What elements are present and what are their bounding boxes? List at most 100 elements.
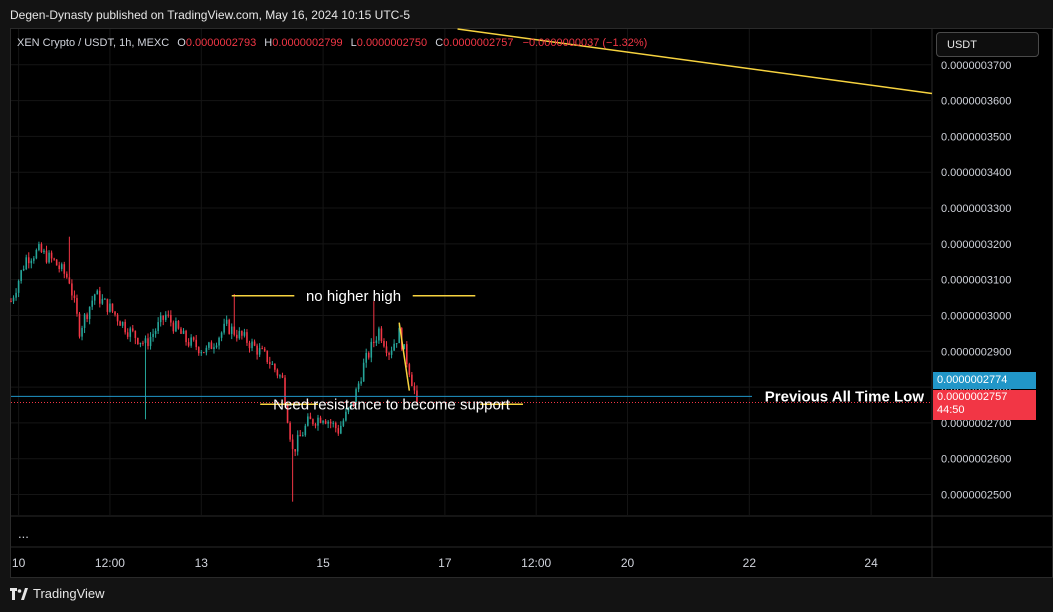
candle-body xyxy=(157,322,159,332)
open-value: 0.0000002793 xyxy=(185,37,257,49)
candle-body xyxy=(38,244,40,250)
candle-body xyxy=(304,425,307,436)
candle-body xyxy=(367,352,370,358)
candle-body xyxy=(324,420,327,424)
candle-body xyxy=(274,363,276,370)
candle-body xyxy=(154,331,157,334)
candle-body xyxy=(340,425,342,434)
candle-body xyxy=(319,417,322,423)
y-tick-label: 0.0000003500 xyxy=(941,131,1011,143)
candle-body xyxy=(223,323,225,333)
candle-body xyxy=(230,326,233,334)
candle-body xyxy=(131,328,134,331)
y-tick-label: 0.0000003400 xyxy=(941,167,1011,179)
x-tick-label: 24 xyxy=(864,556,878,570)
candle-body xyxy=(334,422,337,429)
x-tick-label: 17 xyxy=(438,556,452,570)
candle-body xyxy=(228,319,230,334)
y-tick-label: 0.0000002600 xyxy=(941,454,1011,466)
close-value: 0.0000002757 xyxy=(443,37,514,49)
y-tick-label: 0.0000003000 xyxy=(941,310,1011,322)
candle-body xyxy=(307,416,309,426)
candle-body xyxy=(258,348,261,355)
last-price-value: 0.0000002757 xyxy=(937,391,1008,403)
candle-body xyxy=(35,249,38,259)
x-tick-label: 12:00 xyxy=(95,556,125,570)
candle-body xyxy=(225,319,228,324)
candle-body xyxy=(76,298,78,314)
candle-body xyxy=(266,350,269,363)
y-tick-label: 0.0000003200 xyxy=(941,239,1011,251)
candle-body xyxy=(109,303,111,312)
candle-body xyxy=(91,300,93,307)
candle-body xyxy=(83,314,86,328)
candle-body xyxy=(385,346,388,354)
candle-body xyxy=(243,332,246,336)
candle-body xyxy=(106,298,109,312)
more-options-button[interactable]: ... xyxy=(18,526,29,541)
candle-body xyxy=(337,428,340,434)
candle-body xyxy=(261,348,263,350)
candle-body xyxy=(299,434,302,437)
candle-body xyxy=(276,369,279,376)
x-tick-label: 10 xyxy=(12,556,26,570)
candle-body xyxy=(383,341,385,347)
currency-button[interactable]: USDT xyxy=(936,32,1039,57)
candle-body xyxy=(271,363,274,365)
high-label: H xyxy=(264,37,273,49)
candle-body xyxy=(357,383,360,390)
candle-body xyxy=(370,341,373,358)
candle-body xyxy=(195,339,198,348)
candle-body xyxy=(180,328,182,334)
candle-body xyxy=(233,326,236,335)
candle-body xyxy=(20,270,22,281)
candle-body xyxy=(190,337,192,346)
x-tick-label: 15 xyxy=(316,556,330,570)
candle-body xyxy=(390,350,393,355)
candle-body xyxy=(53,258,55,260)
candle-body xyxy=(137,337,139,344)
candle-body xyxy=(253,341,256,346)
candle-body xyxy=(350,402,352,408)
candle-body xyxy=(380,328,383,342)
candle-body xyxy=(17,280,20,293)
candle-body xyxy=(388,353,390,355)
candle-body xyxy=(48,252,50,263)
candle-body xyxy=(246,332,248,343)
low-value: 0.0000002750 xyxy=(356,37,428,49)
candle-body xyxy=(241,331,243,336)
y-tick-label: 0.0000002900 xyxy=(941,346,1011,358)
y-tick-label: 0.0000003100 xyxy=(941,275,1011,287)
candle-body xyxy=(309,416,312,420)
candle-body xyxy=(327,421,329,424)
change-value: −0.0000000037 (−1.32%) xyxy=(522,37,648,49)
x-tick-label: 13 xyxy=(195,556,209,570)
candle-body xyxy=(322,420,324,423)
y-tick-label: 0.0000003700 xyxy=(941,60,1011,72)
candle-body xyxy=(332,422,335,424)
candle-body xyxy=(317,417,319,426)
candle-body xyxy=(403,344,406,350)
candle-body xyxy=(33,258,35,261)
trend-line xyxy=(457,28,933,95)
candle-body xyxy=(124,321,126,333)
candle-body xyxy=(378,328,380,341)
candle-body xyxy=(121,321,124,326)
grid-lines xyxy=(11,29,1053,578)
candle-body xyxy=(114,311,116,315)
candle-body xyxy=(342,420,345,426)
candle-body xyxy=(215,345,218,348)
candle-body xyxy=(40,244,43,253)
candle-body xyxy=(101,298,104,304)
candle-body xyxy=(88,306,91,319)
candle-body xyxy=(362,362,365,382)
candle-body xyxy=(30,260,33,264)
candle-body xyxy=(238,331,241,339)
candle-body xyxy=(268,362,271,365)
candle-body xyxy=(360,381,362,384)
brand-footer[interactable]: TradingView xyxy=(10,586,105,601)
candle-body xyxy=(142,342,144,344)
y-tick-label: 0.0000002500 xyxy=(941,490,1011,502)
y-tick-label: 0.0000003600 xyxy=(941,96,1011,108)
